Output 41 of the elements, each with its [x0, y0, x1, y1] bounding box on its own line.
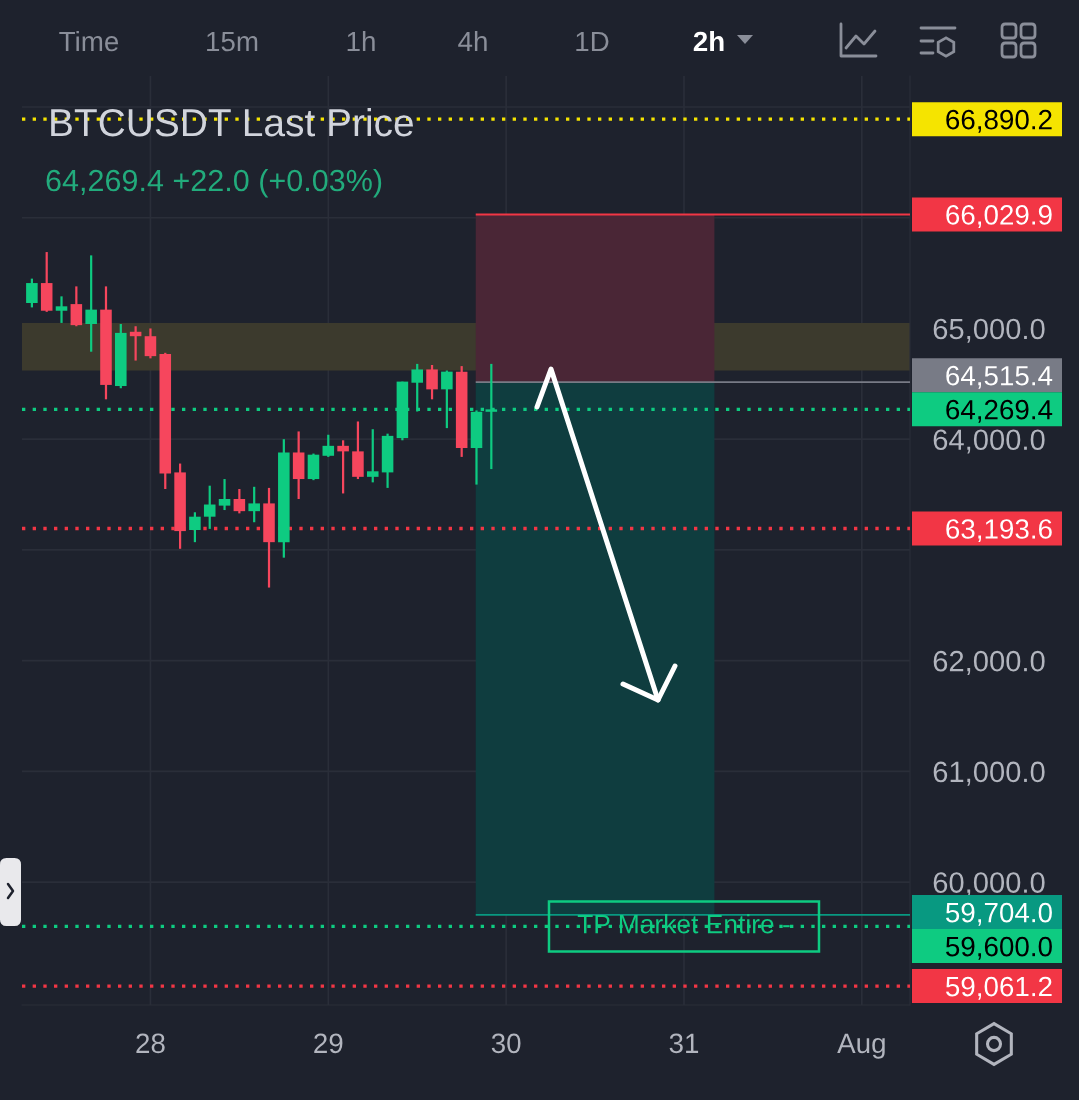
ref-line-label: 64,269.4	[946, 399, 1053, 423]
y-tick-label: 64,000.0	[933, 429, 1045, 454]
text: 2h	[693, 30, 724, 52]
x-tick-label: 29	[314, 1033, 343, 1054]
candlestick	[26, 277, 38, 309]
candlestick	[233, 487, 246, 515]
candlestick	[70, 285, 83, 328]
candlestick	[366, 428, 379, 484]
y-tick-label: 61,000.0	[933, 761, 1045, 786]
candlestick	[203, 484, 216, 530]
ref-line-label: 64,515.4	[946, 365, 1053, 389]
candlestick	[322, 433, 335, 459]
text: Time	[59, 30, 119, 52]
candlestick	[144, 327, 157, 360]
text: 15m	[207, 31, 258, 52]
candlestick	[85, 254, 97, 353]
ref-line-label: 63,193.6	[946, 519, 1052, 543]
x-tick-label: 31	[669, 1033, 699, 1054]
candlestick	[218, 477, 231, 512]
candlestick	[426, 363, 438, 401]
x-tick-label: 30	[491, 1033, 521, 1054]
ref-line-label: 66,029.9	[946, 205, 1052, 229]
ref-line-label: 59,704.0	[945, 902, 1052, 926]
ref-line-label: 59,600.0	[945, 936, 1052, 960]
annotation: TP Market Entire -	[577, 914, 790, 934]
text: 1D	[576, 31, 609, 52]
ref-line-label: 59,061.2	[945, 976, 1052, 1000]
text: 1h	[347, 30, 375, 52]
x-tick-label: 28	[136, 1033, 165, 1054]
candlestick	[55, 295, 68, 325]
candlestick	[189, 511, 201, 544]
y-tick-label: 62,000.0	[933, 650, 1045, 675]
text: 4h	[458, 30, 487, 52]
candlestick	[248, 485, 260, 524]
text: 64,269.4 +22.0 (+0.03%)	[46, 168, 382, 198]
y-tick-label: 60,000.0	[933, 872, 1045, 897]
y-tick-label: 65,000.0	[933, 318, 1045, 343]
ref-line-label: 66,890.2	[946, 109, 1052, 133]
candlestick	[337, 439, 349, 495]
text: BTCUSDT Last Price	[51, 107, 413, 137]
x-tick-label: Aug	[837, 1033, 885, 1059]
